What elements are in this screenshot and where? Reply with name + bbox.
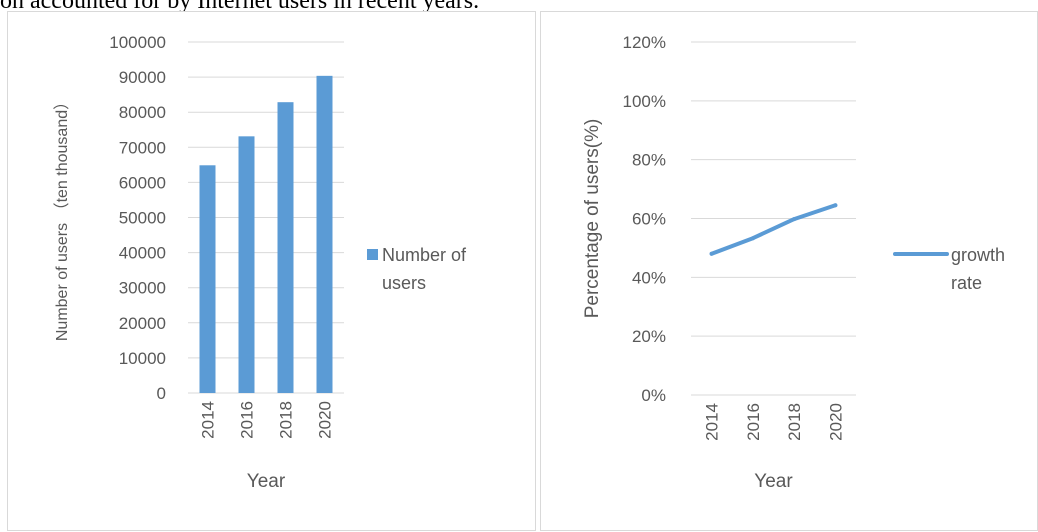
- x-tick-label: 2018: [277, 401, 296, 439]
- bar-chart: 0 10000 20000 30000 40000 50000 60000 70000 8000…: [53, 33, 467, 492]
- line-point-2018: [792, 217, 797, 222]
- y-tick-label: 90000: [119, 68, 166, 87]
- y-tick-label: 20%: [632, 327, 666, 346]
- y-tick-label: 30000: [119, 279, 166, 298]
- line-chart: 0% 20% 40% 60% 80% 100% 120% 2014 2016 2018 2020 Ye…: [582, 33, 1005, 492]
- y-tick-label: 40%: [632, 268, 666, 287]
- y-tick-label: 80%: [632, 151, 666, 170]
- bar-2014: [199, 165, 216, 393]
- bar-2016: [238, 136, 255, 394]
- bar-chart-panel: 0 10000 20000 30000 40000 50000 60000 70000 8000…: [7, 11, 536, 531]
- y-tick-label: 120%: [623, 33, 666, 52]
- x-axis-title: Year: [754, 471, 793, 492]
- y-tick-label: 60%: [632, 210, 666, 229]
- y-tick-label: 100%: [623, 92, 666, 111]
- legend-label: rate: [951, 273, 982, 293]
- y-tick-label: 40000: [119, 244, 166, 263]
- y-axis-title: Number of users （ten thousand）: [53, 94, 71, 341]
- y-tick-label: 20000: [119, 314, 166, 333]
- growth-rate-line: [709, 203, 838, 256]
- x-tick-label: 2016: [744, 403, 763, 441]
- bar-2018: [277, 102, 294, 393]
- x-tick-label: 2020: [826, 403, 845, 441]
- y-tick-label: 50000: [119, 209, 166, 228]
- line-point-2020: [833, 203, 838, 208]
- y-tick-label: 100000: [109, 33, 166, 52]
- y-tick-label: 60000: [119, 173, 166, 192]
- line-chart-panel: 0% 20% 40% 60% 80% 100% 120% 2014 2016 2018 2020 Ye…: [540, 11, 1038, 531]
- x-axis-title: Year: [247, 471, 286, 492]
- y-tick-label: 80000: [119, 103, 166, 122]
- line-point-2014: [709, 251, 714, 256]
- x-tick-label: 2020: [316, 401, 335, 439]
- y-tick-label: 0%: [641, 386, 666, 405]
- y-tick-label: 70000: [119, 138, 166, 157]
- x-tick-label: 2016: [238, 401, 257, 439]
- x-tick-label: 2018: [785, 403, 804, 441]
- line-point-2016: [750, 236, 755, 241]
- x-tick-label: 2014: [199, 401, 218, 439]
- legend-swatch: [367, 249, 378, 260]
- y-tick-label: 0: [157, 384, 166, 403]
- legend-label: growth: [951, 245, 1005, 265]
- y-tick-label: 10000: [119, 349, 166, 368]
- bar-2020: [316, 75, 333, 393]
- legend-label: Number of: [382, 245, 467, 265]
- x-tick-label: 2014: [703, 403, 722, 441]
- y-axis-title: Percentage of users(%): [582, 119, 603, 319]
- caption-text: on accounted for by Internet users in re…: [0, 0, 480, 14]
- legend-label: users: [382, 273, 426, 293]
